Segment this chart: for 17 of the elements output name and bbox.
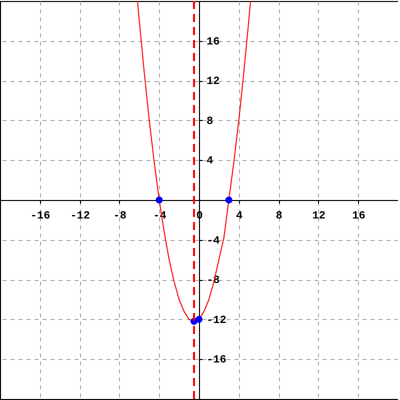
y-tick-label: 12 [206,76,220,88]
x-tick-label: 4 [236,210,243,222]
y-tick-label: -12 [206,314,226,327]
x-tick-label: -8 [113,210,127,222]
point [195,316,203,323]
point [156,196,163,204]
x-tick-label: -12 [70,210,90,222]
y-tick-label: 8 [206,116,214,128]
x-tick-label: 8 [276,210,283,222]
y-tick-label: -16 [206,354,226,367]
y-tick-label: 16 [206,36,220,48]
y-tick-label: -4 [206,235,220,248]
point [225,196,232,204]
y-tick-label: 4 [206,156,214,168]
x-tick-label: 16 [352,210,366,222]
x-tick-label: -16 [30,210,50,222]
x-tick-label: 12 [312,210,326,222]
